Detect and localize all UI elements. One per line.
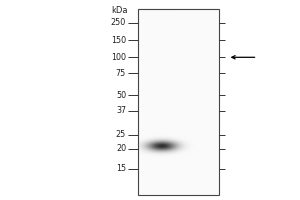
Text: 250: 250	[111, 18, 126, 27]
Text: 25: 25	[116, 130, 126, 139]
Text: 37: 37	[116, 106, 126, 115]
Text: 50: 50	[116, 91, 126, 100]
Text: 150: 150	[111, 36, 126, 45]
Bar	[138, 9, 219, 195]
Text: 100: 100	[111, 53, 126, 62]
Text: kDa: kDa	[111, 6, 128, 15]
Text: 75: 75	[116, 69, 126, 78]
Text: 20: 20	[116, 144, 126, 153]
Text: 15: 15	[116, 164, 126, 173]
